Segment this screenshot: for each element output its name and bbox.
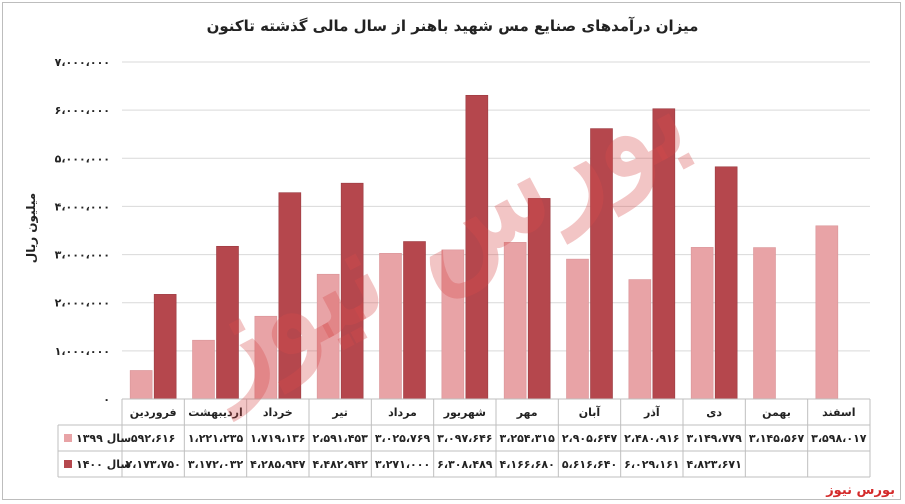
- data-label: ۴،۴۸۲،۹۴۲: [312, 458, 368, 471]
- x-tick-label: اردیبهشت: [188, 406, 242, 419]
- legend-swatch: [64, 460, 72, 468]
- x-tick-label: بهمن: [762, 406, 791, 419]
- x-tick-label: آبان: [579, 405, 601, 419]
- data-label: ۳،۰۲۵،۷۶۹: [375, 432, 431, 445]
- bar: [216, 245, 239, 400]
- data-label: ۲،۴۸۰،۹۱۶: [624, 432, 679, 445]
- data-label: ۳،۱۴۹،۷۷۹: [686, 432, 742, 445]
- bar: [192, 339, 215, 400]
- data-label: ۲،۵۹۱،۴۵۳: [312, 432, 368, 445]
- x-tick-label: خرداد: [263, 406, 293, 419]
- data-label: ۲،۹۰۵،۶۴۷: [562, 432, 618, 445]
- legend-label: سال ۱۳۹۹: [76, 432, 131, 445]
- source-label: بورس نیوز: [826, 483, 895, 498]
- data-label: ۳،۵۹۸،۰۱۷: [811, 432, 867, 445]
- bar: [340, 182, 364, 400]
- y-tick-label: ۲،۰۰۰،۰۰۰: [55, 297, 110, 310]
- bar: [278, 192, 302, 400]
- data-label: ۱،۲۲۱،۲۳۵: [188, 432, 244, 445]
- y-tick-label: ۷،۰۰۰،۰۰۰: [55, 56, 110, 69]
- bar: [652, 108, 676, 400]
- legend-swatch: [64, 434, 72, 442]
- bar: [753, 247, 776, 400]
- x-tick-label: دی: [706, 406, 722, 419]
- data-label: ۴،۲۸۵،۹۴۷: [250, 458, 306, 471]
- x-tick-label: شهریور: [443, 406, 486, 419]
- data-label: ۶،۰۲۹،۱۶۱: [624, 458, 679, 471]
- x-tick-label: اسفند: [822, 406, 855, 419]
- bar: [153, 294, 177, 400]
- data-label: ۳،۰۹۷،۶۴۶: [437, 432, 492, 445]
- x-tick-label: تیر: [331, 406, 347, 419]
- chart-title: میزان درآمدهای صنایع مس شهید باهنر از سا…: [206, 17, 699, 35]
- data-label: ۱،۷۱۹،۱۳۶: [250, 432, 305, 445]
- bar: [465, 94, 489, 400]
- x-tick-label: مهر: [516, 406, 538, 419]
- x-tick-label: فروردین: [130, 406, 177, 419]
- bar: [690, 247, 714, 400]
- y-tick-label: ۱،۰۰۰،۰۰۰: [55, 345, 110, 358]
- bar: [379, 253, 402, 400]
- data-label: ۳،۲۵۴،۳۱۵: [499, 432, 555, 445]
- bar: [254, 315, 278, 400]
- data-label: ۶،۳۰۸،۴۸۹: [437, 458, 493, 471]
- data-label: ۵۹۲،۶۱۶: [131, 432, 175, 445]
- y-tick-label: ۰: [103, 393, 110, 406]
- data-label: ۳،۱۴۵،۵۶۷: [749, 432, 805, 445]
- x-tick-label: آذر: [643, 405, 660, 419]
- y-tick-label: ۵،۰۰۰،۰۰۰: [55, 152, 110, 165]
- bar: [566, 258, 589, 400]
- x-tick-label: مرداد: [388, 406, 417, 419]
- legend-label: سال ۱۴۰۰: [76, 458, 131, 471]
- bar: [527, 198, 551, 400]
- bar: [441, 249, 465, 400]
- bar: [714, 166, 738, 400]
- bar: [628, 279, 652, 400]
- bar: [129, 370, 153, 400]
- data-label: ۲،۱۷۳،۷۵۰: [125, 458, 180, 471]
- data-label: ۳،۱۷۲،۰۳۲: [188, 458, 244, 471]
- bar: [590, 128, 613, 400]
- data-label: ۵،۶۱۶،۶۴۰: [562, 458, 617, 471]
- bar: [316, 273, 340, 400]
- bar: [403, 241, 426, 400]
- bar: [815, 225, 839, 400]
- y-tick-label: ۴،۰۰۰،۰۰۰: [55, 200, 110, 213]
- y-tick-label: ۶،۰۰۰،۰۰۰: [55, 104, 110, 117]
- data-label: ۳،۲۷۱،۰۰۰: [375, 458, 430, 471]
- y-tick-label: ۳،۰۰۰،۰۰۰: [55, 249, 110, 262]
- data-label: ۴،۸۲۳،۶۷۱: [686, 458, 741, 471]
- data-label: ۴،۱۶۶،۶۸۰: [499, 458, 554, 471]
- bar: [503, 242, 527, 400]
